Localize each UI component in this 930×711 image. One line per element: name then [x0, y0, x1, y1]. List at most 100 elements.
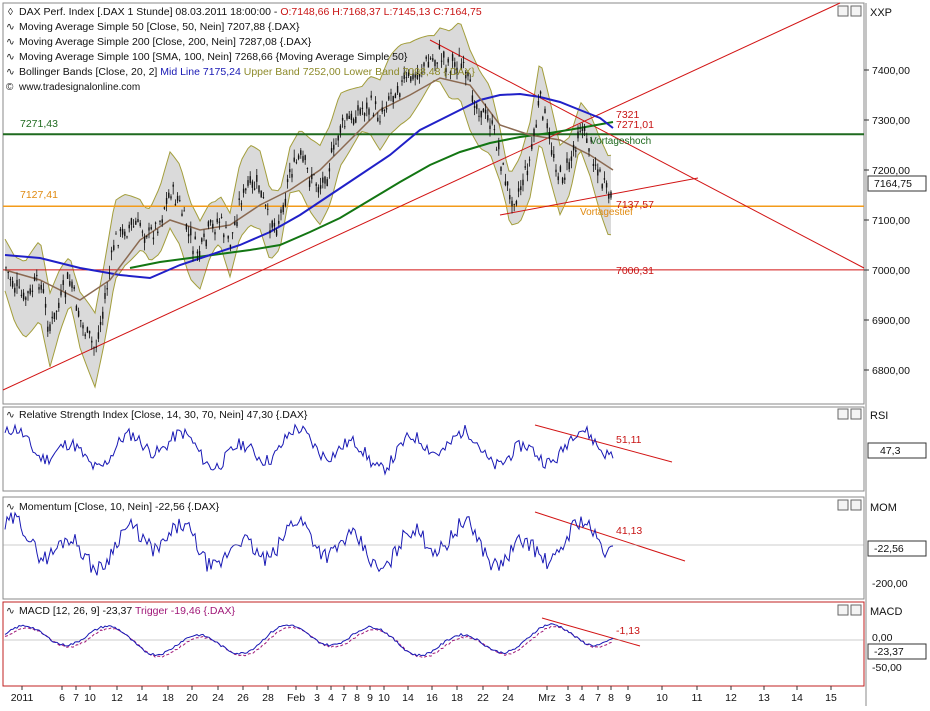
mom-axis-label: MOM	[870, 502, 897, 514]
candle-body	[502, 163, 504, 165]
candle-body	[368, 108, 370, 115]
candle-body	[40, 284, 42, 290]
candle-body	[126, 236, 128, 238]
candle-body	[324, 176, 326, 184]
candle-body	[583, 126, 586, 131]
close-icon[interactable]	[850, 5, 862, 17]
maximize-icon[interactable]	[837, 499, 849, 511]
x-tick-label: 2011	[11, 692, 34, 704]
candle-body	[181, 213, 183, 216]
candle-body	[333, 144, 335, 150]
candle-body	[284, 198, 287, 206]
momentum-title: Momentum [Close, 10, Nein] -22,56 {.DAX}	[19, 501, 220, 513]
candle-body	[31, 290, 34, 292]
candle-body	[522, 179, 524, 186]
candle-body	[456, 67, 458, 74]
candle-body	[440, 60, 443, 62]
candle-body	[493, 129, 496, 131]
macd-annotation: -1,13	[616, 625, 640, 637]
close-icon[interactable]	[850, 604, 862, 616]
candle-body	[608, 193, 610, 199]
candle-body	[546, 123, 548, 129]
candle-body	[469, 79, 471, 82]
candle-body	[462, 61, 465, 63]
candle-body	[506, 181, 509, 186]
candle-body	[212, 223, 214, 229]
legend: ◊ DAX Perf. Index [.DAX 1 Stunde] 08.03.…	[6, 6, 482, 93]
candle-body	[93, 347, 95, 349]
uptrend-line	[2, 2, 841, 391]
candle-body	[49, 324, 51, 331]
momentum-panel	[2, 496, 865, 600]
candle-body	[559, 166, 562, 172]
candle-body	[357, 105, 359, 111]
y-tick-label: 7100,00	[872, 215, 910, 227]
maximize-icon[interactable]	[837, 408, 849, 420]
website-text: www.tradesignalonline.com	[18, 82, 140, 93]
candle-body	[104, 293, 106, 299]
candle-body	[306, 168, 309, 169]
moving-averages	[4, 77, 614, 301]
candle-body	[77, 310, 80, 317]
candle-body	[445, 67, 447, 73]
candle-body	[236, 221, 238, 227]
panel-buttons	[837, 5, 862, 616]
bollinger-band	[4, 22, 612, 389]
x-tick-label: 9	[367, 692, 373, 704]
candle-body	[394, 93, 397, 99]
candles	[5, 39, 612, 356]
wave-icon: ∿	[6, 36, 15, 48]
candle-body	[577, 131, 579, 139]
candle-body	[187, 233, 190, 237]
candle-body	[220, 216, 223, 218]
candle-body	[374, 101, 377, 105]
annotation-7137: 7137,57	[616, 199, 654, 211]
candle-body	[97, 332, 100, 339]
x-tick-label: Feb	[287, 692, 305, 704]
candle-body	[319, 185, 322, 189]
annotation-vortagestief: Vortagestief	[580, 207, 633, 218]
close-icon[interactable]	[850, 499, 862, 511]
candle-body	[194, 236, 196, 240]
candle-body	[183, 210, 185, 212]
x-tick-label: 3	[565, 692, 571, 704]
rsi-trend-line	[534, 424, 673, 463]
candle-body	[421, 71, 423, 75]
candle-body	[471, 95, 474, 102]
trend-lines	[2, 2, 865, 647]
maximize-icon[interactable]	[837, 5, 849, 17]
macd-trigger-line	[4, 625, 614, 659]
wave-icon: ∿	[6, 21, 15, 33]
candle-body	[381, 107, 383, 112]
candle-body	[480, 110, 482, 118]
candle-body	[599, 169, 601, 172]
candle-body	[355, 116, 357, 123]
close-icon[interactable]	[850, 408, 862, 420]
candle-body	[528, 159, 531, 161]
candle-body	[209, 220, 212, 223]
candle-body	[7, 272, 9, 273]
price-annotations: 7271,43 7127,41 7000,31 7321 7271,01 Vor…	[20, 109, 654, 637]
candle-body	[47, 326, 49, 332]
candle-body	[267, 208, 269, 210]
candle-body	[352, 119, 355, 125]
x-tick-label: 20	[186, 692, 198, 704]
candle-body	[201, 238, 203, 242]
candle-body	[416, 72, 419, 79]
ma100-legend: Moving Average Simple 100 [SMA, 100, Nei…	[19, 51, 408, 63]
macd-axis-label: MACD	[870, 606, 902, 618]
candle-body	[192, 250, 194, 255]
maximize-icon[interactable]	[837, 604, 849, 616]
momentum-trend-line	[534, 511, 686, 562]
candle-body	[216, 218, 218, 223]
candle-body	[396, 86, 399, 93]
candle-body	[143, 236, 146, 243]
macd-last-value-box	[867, 643, 927, 660]
x-tick-label: 10	[84, 692, 96, 704]
wave-icon: ∿	[6, 605, 15, 617]
x-tick-label: 14	[402, 692, 414, 704]
candle-body	[64, 292, 67, 298]
candle-body	[438, 45, 441, 49]
